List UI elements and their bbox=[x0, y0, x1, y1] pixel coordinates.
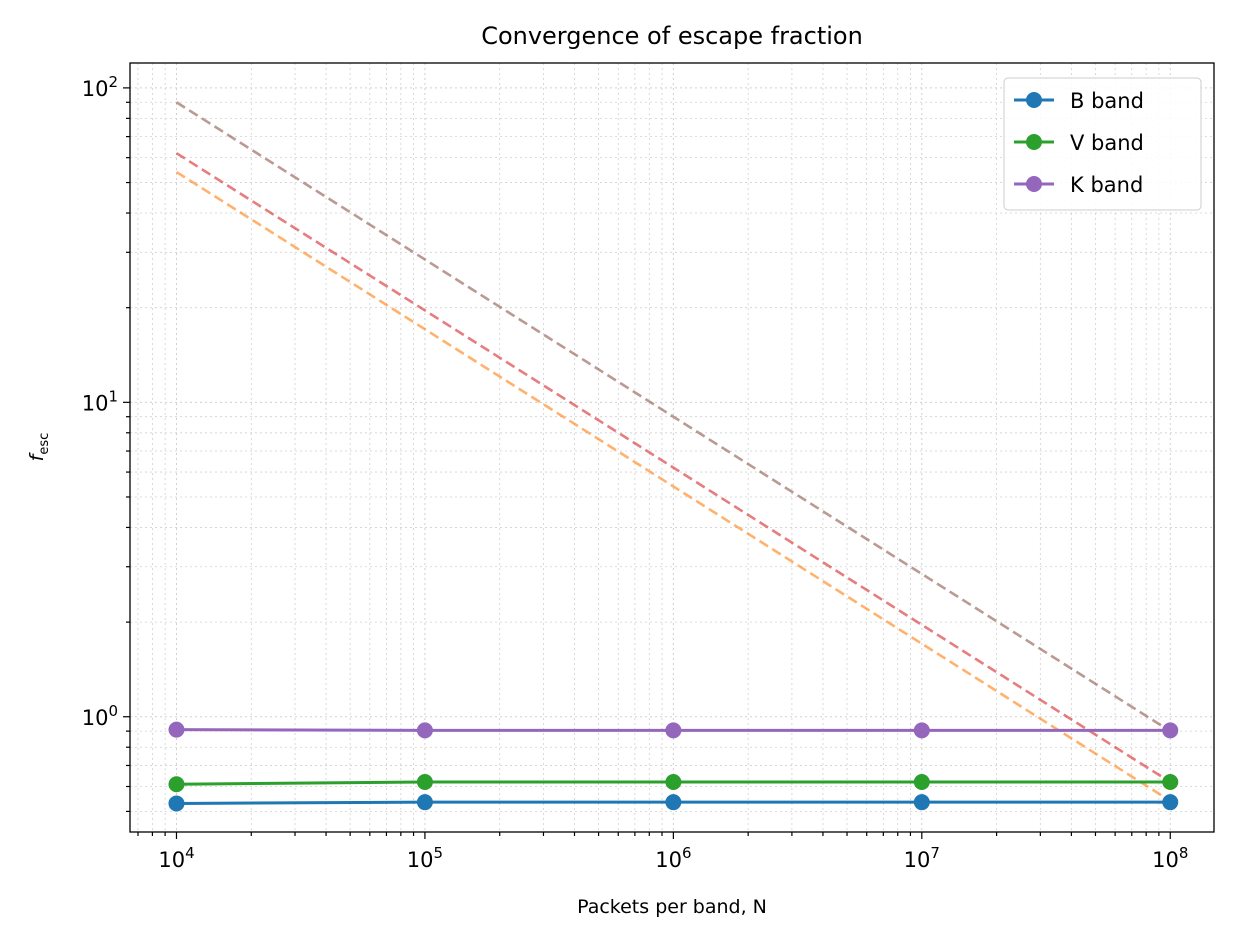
x-tick-label: 108 bbox=[1152, 844, 1188, 872]
series-v-band bbox=[168, 774, 1179, 793]
legend-swatch-marker bbox=[1026, 92, 1042, 108]
data-point bbox=[665, 794, 682, 811]
legend-label: B band bbox=[1070, 89, 1144, 113]
legend-swatch-marker bbox=[1026, 176, 1042, 192]
y-tick-label: 102 bbox=[82, 73, 118, 101]
data-point bbox=[416, 722, 433, 739]
data-point bbox=[913, 794, 930, 811]
series-k-band bbox=[168, 721, 1179, 739]
data-point bbox=[913, 722, 930, 739]
data-point bbox=[665, 774, 682, 791]
reference-line bbox=[175, 170, 1171, 802]
y-axis-ticks: 100 101 102 bbox=[82, 73, 130, 813]
data-point bbox=[1162, 774, 1179, 791]
series-b-band bbox=[168, 794, 1179, 812]
axes-frame bbox=[129, 62, 1215, 833]
y-axis-label-subscript: esc bbox=[37, 433, 52, 455]
legend: B band V band K band bbox=[1003, 77, 1202, 211]
legend-box bbox=[1003, 77, 1202, 211]
x-tick-label: 104 bbox=[158, 844, 194, 872]
data-point bbox=[168, 776, 185, 793]
data-point bbox=[1162, 794, 1179, 811]
grid-layer bbox=[130, 63, 1214, 832]
data-point bbox=[416, 794, 433, 811]
reference-lines-layer bbox=[175, 101, 1171, 802]
y-tick-label: 101 bbox=[82, 387, 118, 415]
reference-line bbox=[175, 152, 1171, 784]
data-point bbox=[913, 774, 930, 791]
data-point bbox=[168, 795, 185, 812]
legend-label: V band bbox=[1070, 131, 1144, 155]
y-tick-label: 100 bbox=[82, 702, 118, 730]
legend-swatch-marker bbox=[1026, 134, 1042, 150]
legend-label: K band bbox=[1070, 173, 1143, 197]
legend-item: V band bbox=[1014, 131, 1144, 155]
x-tick-label: 106 bbox=[655, 844, 691, 872]
series-layer bbox=[168, 721, 1179, 812]
legend-item: B band bbox=[1014, 89, 1144, 113]
legend-item: K band bbox=[1014, 173, 1143, 197]
x-tick-label: 105 bbox=[407, 844, 443, 872]
y-axis-label-main: f bbox=[26, 451, 48, 461]
data-point bbox=[168, 721, 185, 738]
x-axis-ticks: 104 105 106 107 108 bbox=[137, 832, 1188, 872]
reference-line bbox=[175, 101, 1171, 733]
x-tick-label: 107 bbox=[904, 844, 940, 872]
chart-title: Convergence of escape fraction bbox=[481, 22, 863, 50]
data-point bbox=[665, 722, 682, 739]
data-point bbox=[416, 774, 433, 791]
data-point bbox=[1162, 722, 1179, 739]
y-axis-label: fesc bbox=[26, 433, 52, 462]
x-axis-label: Packets per band, N bbox=[577, 896, 767, 918]
